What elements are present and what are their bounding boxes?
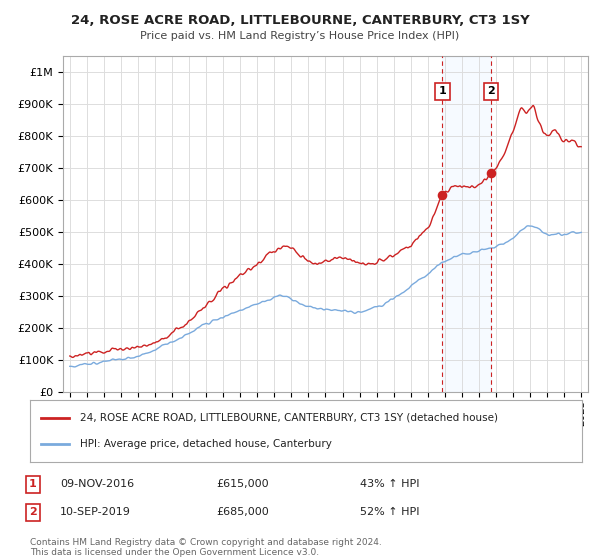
Text: 52% ↑ HPI: 52% ↑ HPI	[360, 507, 419, 517]
Text: HPI: Average price, detached house, Canterbury: HPI: Average price, detached house, Cant…	[80, 438, 332, 449]
Bar	[442, 56, 491, 392]
Text: 1: 1	[29, 479, 37, 489]
Text: 24, ROSE ACRE ROAD, LITTLEBOURNE, CANTERBURY, CT3 1SY (detached house): 24, ROSE ACRE ROAD, LITTLEBOURNE, CANTER…	[80, 413, 497, 423]
Text: 09-NOV-2016: 09-NOV-2016	[60, 479, 134, 489]
Text: 24, ROSE ACRE ROAD, LITTLEBOURNE, CANTERBURY, CT3 1SY: 24, ROSE ACRE ROAD, LITTLEBOURNE, CANTER…	[71, 14, 529, 27]
Text: £615,000: £615,000	[216, 479, 269, 489]
Point	[437, 191, 447, 200]
Text: 43% ↑ HPI: 43% ↑ HPI	[360, 479, 419, 489]
Text: £685,000: £685,000	[216, 507, 269, 517]
Point	[486, 169, 496, 178]
Text: Contains HM Land Registry data © Crown copyright and database right 2024.
This d: Contains HM Land Registry data © Crown c…	[30, 538, 382, 557]
Text: 1: 1	[439, 86, 446, 96]
Text: 2: 2	[29, 507, 37, 517]
Text: 2: 2	[487, 86, 495, 96]
Text: 10-SEP-2019: 10-SEP-2019	[60, 507, 131, 517]
Text: Price paid vs. HM Land Registry’s House Price Index (HPI): Price paid vs. HM Land Registry’s House …	[140, 31, 460, 41]
